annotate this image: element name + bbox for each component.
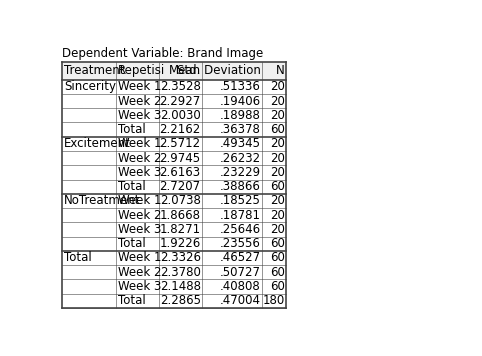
Text: Week 3: Week 3 [118, 109, 161, 122]
Text: 2.2927: 2.2927 [160, 95, 201, 108]
Text: 20: 20 [270, 95, 285, 108]
Text: Dependent Variable: Brand Image: Dependent Variable: Brand Image [62, 47, 263, 60]
Text: Week 1: Week 1 [118, 194, 161, 208]
Text: Total: Total [64, 251, 92, 265]
Text: Total: Total [118, 180, 146, 193]
Text: 20: 20 [270, 152, 285, 164]
Text: .23229: .23229 [219, 166, 260, 179]
Text: .47004: .47004 [219, 294, 260, 307]
Text: 2.5712: 2.5712 [160, 137, 201, 150]
Text: .38866: .38866 [220, 180, 260, 193]
Text: Repetisi: Repetisi [118, 64, 165, 77]
Text: 180: 180 [263, 294, 285, 307]
Text: .23556: .23556 [220, 237, 260, 250]
Text: .26232: .26232 [219, 152, 260, 164]
Text: .25646: .25646 [219, 223, 260, 236]
Text: Week 2: Week 2 [118, 95, 161, 108]
Text: 60: 60 [270, 266, 285, 279]
Text: .36378: .36378 [220, 123, 260, 136]
Text: 20: 20 [270, 109, 285, 122]
Text: 20: 20 [270, 209, 285, 222]
Text: 20: 20 [270, 223, 285, 236]
Text: 2.6163: 2.6163 [160, 166, 201, 179]
Text: .46527: .46527 [219, 251, 260, 265]
Text: Std. Deviation: Std. Deviation [176, 64, 260, 77]
Text: 60: 60 [270, 251, 285, 265]
Text: 2.1488: 2.1488 [160, 280, 201, 293]
Text: 2.7207: 2.7207 [160, 180, 201, 193]
Text: .18525: .18525 [220, 194, 260, 208]
Text: NoTreatment: NoTreatment [64, 194, 140, 208]
Text: Week 3: Week 3 [118, 280, 161, 293]
Text: 60: 60 [270, 123, 285, 136]
Text: 2.3326: 2.3326 [160, 251, 201, 265]
Text: 20: 20 [270, 194, 285, 208]
Text: Week 1: Week 1 [118, 80, 161, 93]
Text: .18988: .18988 [220, 109, 260, 122]
Text: Week 2: Week 2 [118, 152, 161, 164]
Text: 2.0738: 2.0738 [160, 194, 201, 208]
Text: .18781: .18781 [219, 209, 260, 222]
Text: 1.8271: 1.8271 [160, 223, 201, 236]
Text: 2.3780: 2.3780 [160, 266, 201, 279]
Text: 20: 20 [270, 166, 285, 179]
Text: Week 1: Week 1 [118, 251, 161, 265]
Text: Week 3: Week 3 [118, 223, 161, 236]
Text: Excitement: Excitement [64, 137, 131, 150]
Text: .40808: .40808 [220, 280, 260, 293]
Text: 20: 20 [270, 137, 285, 150]
Bar [62, 62, 286, 80]
Text: .49345: .49345 [219, 137, 260, 150]
Text: 2.3528: 2.3528 [160, 80, 201, 93]
Text: 2.0030: 2.0030 [160, 109, 201, 122]
Text: Total: Total [118, 237, 146, 250]
Text: 60: 60 [270, 180, 285, 193]
Text: 2.9745: 2.9745 [160, 152, 201, 164]
Text: 60: 60 [270, 280, 285, 293]
Text: 2.2865: 2.2865 [160, 294, 201, 307]
Text: Week 2: Week 2 [118, 209, 161, 222]
Text: .19406: .19406 [219, 95, 260, 108]
Text: Week 3: Week 3 [118, 166, 161, 179]
Text: Week 2: Week 2 [118, 266, 161, 279]
Text: .50727: .50727 [219, 266, 260, 279]
Text: 20: 20 [270, 80, 285, 93]
Text: Week 1: Week 1 [118, 137, 161, 150]
Text: Mean: Mean [169, 64, 201, 77]
Text: Total: Total [118, 123, 146, 136]
Text: 1.9226: 1.9226 [160, 237, 201, 250]
Text: 60: 60 [270, 237, 285, 250]
Text: Total: Total [118, 294, 146, 307]
Text: Sincerity: Sincerity [64, 80, 116, 93]
Text: .51336: .51336 [220, 80, 260, 93]
Text: N: N [276, 64, 285, 77]
Text: Treatment: Treatment [64, 64, 124, 77]
Text: 2.2162: 2.2162 [160, 123, 201, 136]
Text: 1.8668: 1.8668 [160, 209, 201, 222]
